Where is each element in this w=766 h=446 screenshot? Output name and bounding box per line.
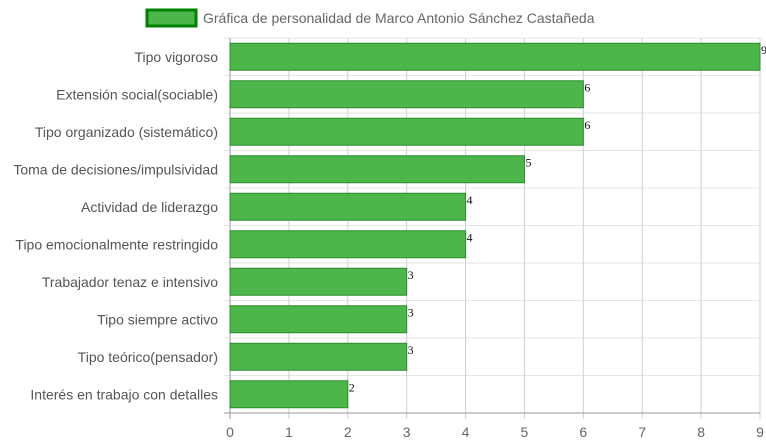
value-label: 2 [349, 380, 355, 394]
value-labels: 9 6 6 5 4 4 3 3 3 2 [349, 43, 766, 395]
value-label: 4 [467, 193, 473, 207]
x-tick-label: 3 [403, 424, 411, 440]
category-label: Tipo emocionalmente restringido [15, 236, 218, 252]
value-label: 6 [584, 80, 590, 94]
value-label: 6 [584, 118, 590, 132]
legend-label: Gráfica de personalidad de Marco Antonio… [203, 10, 595, 26]
x-tick-label: 2 [344, 424, 352, 440]
x-axis: 0 1 2 3 4 5 6 7 8 9 [224, 412, 764, 440]
bar[interactable] [229, 305, 408, 334]
category-label: Tipo siempre activo [97, 311, 218, 327]
x-tick-label: 6 [579, 424, 587, 440]
x-tick-label: 7 [638, 424, 646, 440]
category-label: Trabajador tenaz e intensivo [42, 274, 218, 290]
value-label: 3 [408, 268, 414, 282]
x-tick-label: 9 [756, 424, 764, 440]
bar[interactable] [229, 342, 408, 371]
bar[interactable] [229, 192, 467, 221]
category-labels: Tipo vigoroso Extensión social(sociable) T… [13, 49, 218, 403]
bar[interactable] [229, 230, 467, 259]
bar[interactable] [229, 80, 584, 109]
bar[interactable] [229, 267, 408, 296]
category-label: Extensión social(sociable) [56, 86, 218, 102]
x-tick-label: 0 [226, 424, 234, 440]
category-label: Tipo organizado (sistemático) [35, 124, 218, 140]
legend-swatch [145, 8, 198, 28]
x-tick-label: 5 [521, 424, 529, 440]
category-label: Tipo teórico(pensador) [78, 349, 218, 365]
bar[interactable] [229, 42, 761, 71]
category-label: Toma de decisiones/impulsividad [13, 161, 218, 177]
value-label: 3 [408, 343, 414, 357]
x-tick-label: 4 [462, 424, 470, 440]
category-label: Interés en trabajo con detalles [30, 386, 218, 402]
value-label: 4 [467, 230, 473, 244]
value-label: 3 [408, 305, 414, 319]
bar[interactable] [229, 380, 349, 409]
x-tick-label: 8 [697, 424, 705, 440]
bar[interactable] [229, 155, 525, 184]
category-label: Tipo vigoroso [134, 49, 218, 65]
x-tick-label: 1 [285, 424, 293, 440]
bars [229, 42, 761, 409]
category-label: Actividad de liderazgo [81, 199, 218, 215]
bar[interactable] [229, 117, 584, 146]
value-label: 9 [761, 43, 766, 57]
chart-legend[interactable]: Gráfica de personalidad de Marco Antonio… [145, 8, 595, 28]
value-label: 5 [525, 155, 531, 169]
